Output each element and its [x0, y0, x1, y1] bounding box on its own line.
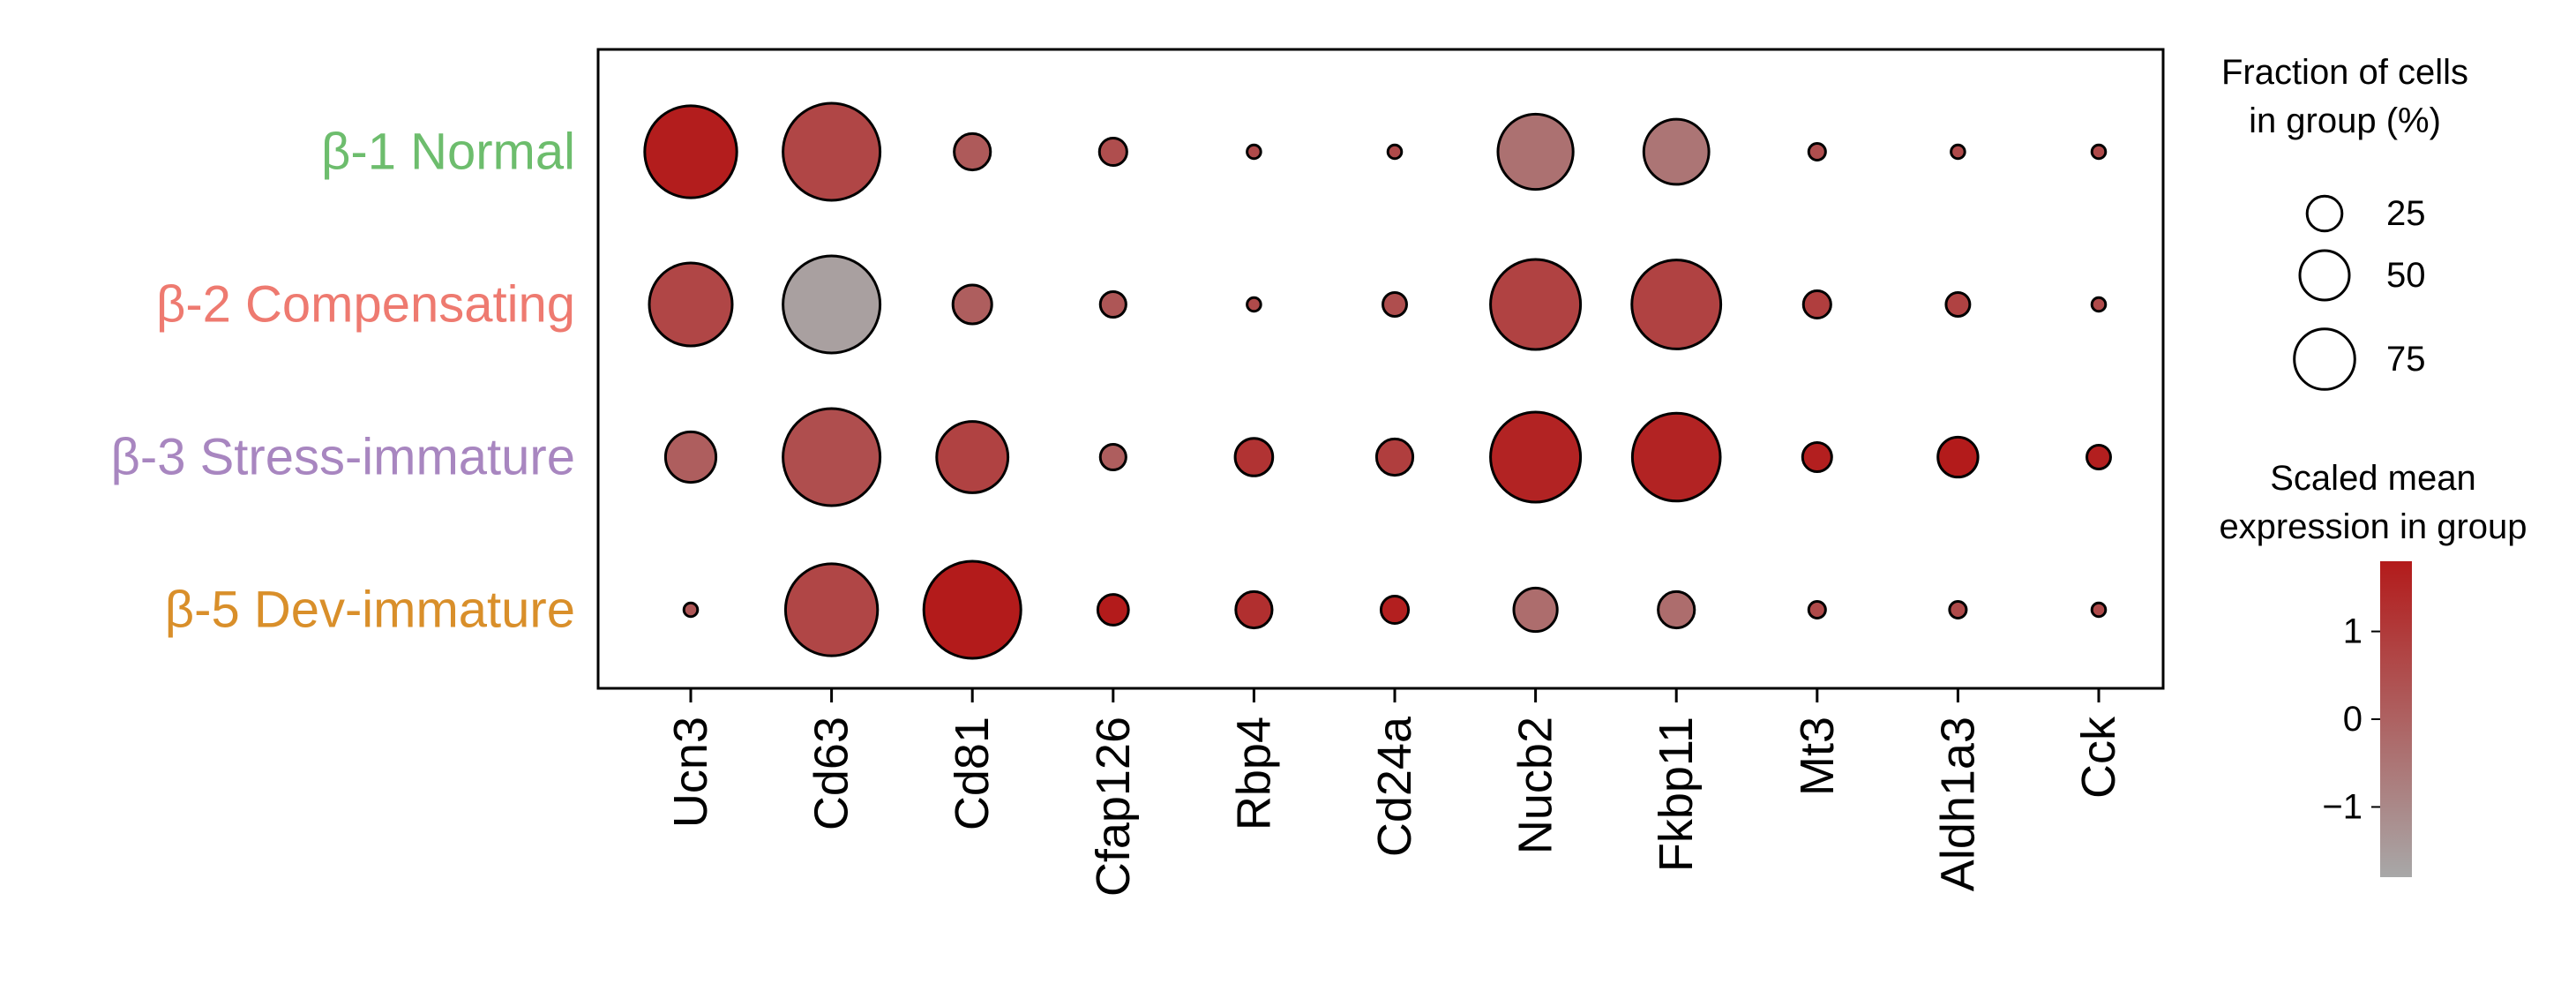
y-label-group-1: β-1 Normal: [321, 124, 575, 181]
y-axis-labels: β-1 Normal β-2 Compensating β-3 Stress-imm…: [111, 124, 575, 639]
dot-cfap126-row-1: [1097, 136, 1128, 168]
size-legend-circle-50: [2298, 249, 2351, 302]
dot-cd81-row-4: [922, 559, 1022, 660]
x-tick-label-ucn3: Ucn3: [664, 717, 717, 828]
size-legend-circle-25: [2305, 194, 2344, 233]
dot-cck-row-3: [2086, 444, 2112, 470]
x-tick-label-fkbp11: Fkbp11: [1650, 717, 1703, 872]
dot-cd24a-row-4: [1379, 594, 1411, 626]
size-legend-label-25: 25: [2386, 194, 2426, 233]
dot-aldh1a3-row-1: [1950, 143, 1966, 161]
dot-nucb2-row-1: [1496, 112, 1575, 191]
color-bar-tick-label-2: −1: [2322, 787, 2363, 826]
dot-cd81-row-1: [953, 131, 992, 172]
dot-aldh1a3-row-2: [1944, 291, 1972, 318]
dot-rbp4-row-3: [1233, 437, 1275, 477]
dot-cfap126-row-4: [1096, 593, 1130, 627]
dot-cd24a-row-3: [1374, 437, 1415, 477]
y-label-group-4: β-5 Dev-immature: [165, 582, 575, 639]
dot-mt3-row-3: [1801, 441, 1833, 473]
dot-ucn3-row-3: [663, 430, 718, 484]
dot-rbp4-row-1: [1246, 143, 1262, 161]
y-label-group-2: β-2 Compensating: [156, 276, 575, 334]
dot-cd63-row-2: [782, 254, 882, 355]
dot-cd24a-row-2: [1382, 291, 1408, 318]
dot-cd81-row-3: [935, 420, 1010, 494]
dot-cd24a-row-1: [1386, 143, 1404, 161]
x-tick-label-rbp4: Rbp4: [1227, 717, 1280, 830]
size-legend-title-line2: in group (%): [2249, 101, 2441, 140]
size-legend-label-75: 75: [2386, 340, 2426, 379]
dot-aldh1a3-row-3: [1936, 435, 1980, 479]
dot-rbp4-row-2: [1246, 296, 1262, 313]
color-legend: Scaled mean expression in group 1 0 −1: [2219, 459, 2527, 877]
dot-rbp4-row-4: [1234, 589, 1274, 630]
color-bar-tick-label-0: 1: [2343, 612, 2363, 651]
size-legend-label-50: 50: [2386, 256, 2426, 295]
dot-cck-row-1: [2090, 143, 2108, 161]
dot-nucb2-row-2: [1489, 258, 1583, 351]
x-tick-label-nucb2: Nucb2: [1509, 717, 1562, 854]
dot-nucb2-row-3: [1489, 410, 1583, 504]
dot-fkbp11-row-4: [1657, 589, 1696, 630]
dot-ucn3-row-2: [648, 261, 734, 348]
size-legend-circle-75: [2293, 327, 2356, 391]
color-bar-tick-label-1: 0: [2343, 700, 2363, 739]
dot-mt3-row-2: [1801, 289, 1832, 320]
dot-ucn3-row-1: [643, 104, 738, 199]
size-legend-title-line1: Fraction of cells: [2221, 53, 2468, 92]
x-tick-label-cd81: Cd81: [946, 717, 999, 830]
dot-fkbp11-row-2: [1630, 259, 1723, 350]
dot-cfap126-row-2: [1098, 289, 1127, 319]
y-label-group-3: β-3 Stress-immature: [111, 429, 575, 486]
dot-cd63-row-1: [782, 101, 882, 202]
x-tick-label-cfap126: Cfap126: [1087, 717, 1140, 897]
dot-cd63-row-3: [782, 407, 882, 507]
x-axis-ticks: Ucn3 Cd63 Cd81 Cfap126 Rbp4 Cd24a Nucb2 Fkbp11 M…: [664, 688, 2125, 897]
dot-fkbp11-row-3: [1630, 411, 1722, 503]
dot-cfap126-row-3: [1098, 442, 1127, 472]
dot-fkbp11-row-1: [1642, 117, 1711, 186]
dot-aldh1a3-row-4: [1948, 599, 1968, 620]
dot-cd81-row-2: [951, 283, 993, 326]
plot-frame: [596, 48, 2165, 690]
dot-cck-row-2: [2090, 296, 2108, 313]
color-legend-title-line2: expression in group: [2219, 507, 2527, 546]
dot-cd63-row-4: [783, 562, 880, 657]
dot-nucb2-row-4: [1512, 586, 1559, 634]
dot-mt3-row-4: [1807, 599, 1827, 620]
dots-layer: [643, 101, 2112, 660]
color-bar: [2380, 561, 2412, 877]
dot-cck-row-4: [2090, 601, 2108, 619]
size-legend: Fraction of cells in group (%) 25 50 75: [2221, 53, 2468, 391]
x-tick-label-cd24a: Cd24a: [1368, 716, 1421, 857]
x-tick-label-cck: Cck: [2072, 716, 2125, 799]
x-tick-label-aldh1a3: Aldh1a3: [1931, 717, 1984, 891]
x-tick-label-cd63: Cd63: [805, 717, 858, 830]
color-bar-ticks: 1 0 −1: [2322, 612, 2380, 826]
dot-mt3-row-1: [1807, 141, 1827, 162]
size-legend-items: 25 50 75: [2293, 194, 2426, 391]
x-tick-label-mt3: Mt3: [1791, 717, 1844, 796]
color-legend-title-line1: Scaled mean: [2270, 459, 2475, 498]
dot-ucn3-row-4: [682, 601, 700, 619]
